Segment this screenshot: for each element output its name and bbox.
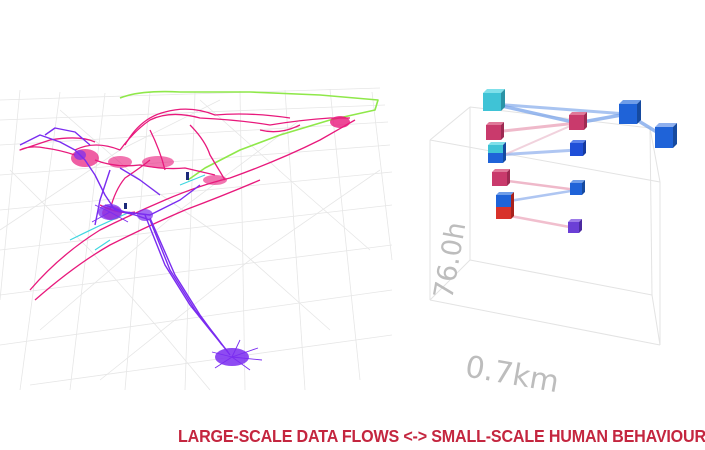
street-map [0, 87, 393, 391]
space-time-cube: 76.0h 0.7km [428, 89, 677, 400]
cube-wireframe [429, 106, 661, 346]
trace-cyan [69, 174, 206, 251]
box-cyan-stack [488, 142, 506, 163]
trace-markers [124, 172, 189, 209]
box-blue-3 [619, 100, 641, 124]
box-pink-2 [492, 169, 510, 186]
box-pink-3 [569, 112, 587, 130]
box-blue-1 [570, 140, 586, 156]
street-grid [0, 87, 393, 391]
box-purple [568, 219, 582, 233]
cube-flows [491, 102, 667, 230]
box-blue-red-stack [496, 192, 514, 219]
box-pink-1 [486, 122, 504, 140]
trace-green [119, 90, 379, 181]
box-blue-4 [655, 123, 677, 148]
caption: LARGE-SCALE DATA FLOWS <-> SMALL-SCALE H… [178, 426, 705, 446]
cube-vertical-axis-label: 76.0h [428, 220, 472, 301]
trace-purple-hotspots [74, 150, 263, 371]
cube-horizontal-axis-label: 0.7km [463, 349, 562, 400]
box-blue-2 [570, 180, 585, 195]
cube-boxes [483, 89, 677, 233]
box-cyan-top [483, 89, 505, 111]
